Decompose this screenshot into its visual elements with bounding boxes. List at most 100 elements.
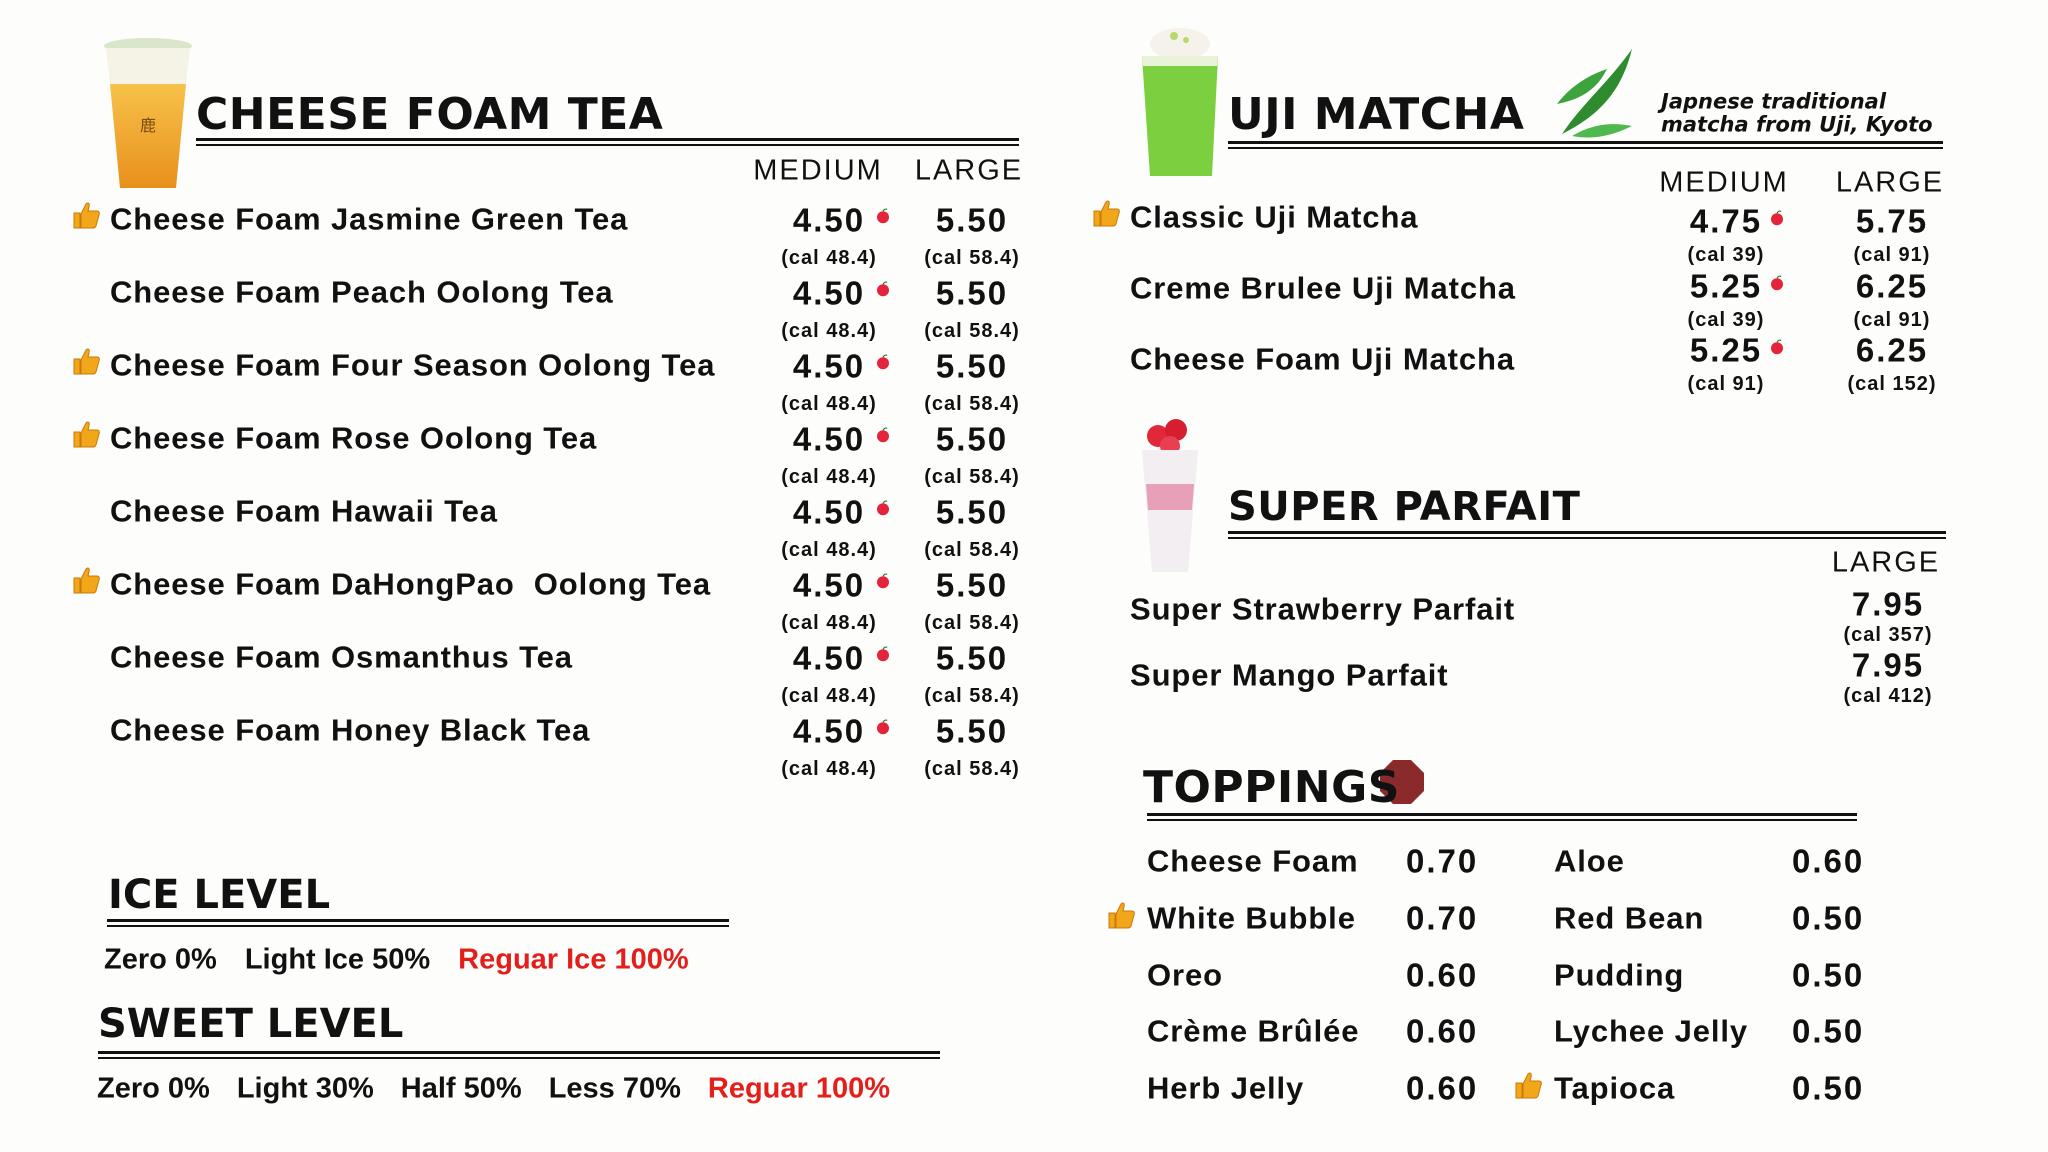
mark-icon-svg — [1771, 274, 1783, 290]
mark-icon-svg — [877, 719, 889, 735]
svg-text:鹿: 鹿 — [140, 117, 156, 135]
topping-name: Crème Brûlée — [1147, 1013, 1360, 1049]
recommended-icon — [1091, 198, 1121, 232]
item-name: Cheese Foam Peach Oolong Tea — [110, 274, 614, 310]
topping-price: 0.60 — [1406, 1012, 1479, 1050]
medium-price: 4.50 — [792, 201, 866, 239]
medium-price: 4.50 — [792, 712, 866, 750]
topping-name: Oreo — [1147, 957, 1223, 993]
note: Japnese traditional — [1661, 89, 1887, 114]
level-option: Zero 0% — [104, 943, 217, 976]
mark-icon — [1768, 338, 1786, 360]
parfait-cup-image — [1142, 419, 1198, 572]
large-price: 5.50 — [935, 274, 1009, 312]
mark-icon — [874, 499, 892, 521]
item-name: Cheese Foam Honey Black Tea — [110, 712, 591, 748]
recommended-icon-svg — [73, 567, 100, 594]
section-title: CHEESE FOAM TEA — [196, 89, 664, 140]
recommended-icon — [1106, 900, 1136, 934]
recommended-icon-svg — [1093, 200, 1120, 227]
large-calories: (cal 412) — [1843, 685, 1933, 707]
medium-price: 5.25 — [1689, 267, 1763, 304]
toppings-icon — [1380, 760, 1424, 804]
mark-icon-svg — [877, 573, 889, 589]
recommended-icon-svg — [1108, 902, 1135, 929]
title-rule — [1228, 141, 1943, 149]
medium-price: 4.75 — [1689, 202, 1763, 240]
column-header: LARGE — [1831, 546, 1941, 579]
large-price: 6.25 — [1855, 331, 1929, 369]
topping-price: 0.70 — [1406, 842, 1479, 880]
mark-icon — [874, 353, 892, 375]
item-name: Cheese Foam Jasmine Green Tea — [110, 201, 629, 237]
mark-icon-svg — [877, 500, 889, 516]
title-rule — [107, 919, 729, 927]
large-price: 5.75 — [1855, 202, 1929, 240]
large-calories: (cal 91) — [1853, 308, 1931, 331]
recommended-icon-svg — [73, 421, 100, 448]
mark-icon-svg — [877, 354, 889, 370]
column-header: LARGE — [914, 154, 1024, 187]
mark-icon-svg — [877, 646, 889, 662]
topping-price: 0.60 — [1406, 1069, 1479, 1107]
recommended-icon — [71, 346, 101, 380]
mark-icon-svg — [877, 427, 889, 443]
large-price: 5.50 — [935, 420, 1009, 458]
topping-price: 0.60 — [1406, 956, 1479, 994]
medium-calories: (cal 48.4) — [781, 393, 877, 415]
medium-price: 5.25 — [1689, 331, 1763, 369]
item-name: Cheese Foam Rose Oolong Tea — [110, 420, 598, 456]
note: matcha from Uji, Kyoto — [1661, 112, 1933, 137]
recommended-icon — [71, 565, 101, 599]
topping-price: 0.50 — [1792, 956, 1865, 994]
topping-price: 0.70 — [1406, 899, 1479, 937]
column-header: LARGE — [1835, 166, 1945, 199]
large-calories: (cal 91) — [1853, 244, 1931, 266]
medium-calories: (cal 48.4) — [781, 539, 877, 561]
ice-options: Zero 0% Light Ice 50% Reguar Ice 100% — [104, 944, 689, 977]
item-name: Cheese Foam Osmanthus Tea — [110, 639, 573, 675]
topping-name: Lychee Jelly — [1554, 1013, 1749, 1049]
medium-calories: (cal 39) — [1687, 244, 1765, 266]
topping-name: Tapioca — [1554, 1070, 1676, 1106]
column-header: MEDIUM — [1659, 166, 1789, 199]
section-title: ICE LEVEL — [108, 872, 331, 918]
title-rule — [196, 138, 1019, 146]
medium-price: 4.50 — [792, 420, 866, 458]
large-price: 5.50 — [935, 712, 1009, 750]
mark-icon — [874, 426, 892, 448]
medium-price: 4.50 — [792, 493, 866, 531]
topping-price: 0.50 — [1792, 1012, 1865, 1050]
topping-price: 0.60 — [1792, 842, 1865, 880]
mark-icon — [874, 572, 892, 594]
medium-calories: (cal 48.4) — [781, 247, 877, 269]
topping-price: 0.50 — [1792, 1069, 1865, 1107]
large-calories: (cal 58.4) — [924, 247, 1020, 269]
recommended-icon — [1513, 1070, 1543, 1104]
large-price: 6.25 — [1855, 267, 1929, 304]
topping-name: Cheese Foam — [1147, 843, 1359, 879]
level-option: Zero 0% — [97, 1072, 210, 1105]
large-price: 5.50 — [935, 493, 1009, 531]
mark-icon — [874, 718, 892, 740]
large-price: 5.50 — [935, 566, 1009, 604]
large-calories: (cal 58.4) — [924, 393, 1020, 415]
item-name: Super Mango Parfait — [1130, 657, 1449, 693]
medium-price: 4.50 — [792, 566, 866, 604]
medium-price: 4.50 — [792, 639, 866, 677]
recommended-icon-svg — [73, 202, 100, 229]
topping-name: Pudding — [1554, 957, 1685, 993]
mark-icon — [874, 280, 892, 302]
mark-icon-svg — [877, 281, 889, 297]
medium-price: 4.50 — [792, 347, 866, 385]
level-option: Half 50% — [400, 1072, 522, 1105]
large-price: 7.95 — [1851, 585, 1925, 623]
section-title: UJI MATCHA — [1228, 89, 1525, 140]
item-name: Classic Uji Matcha — [1130, 199, 1419, 235]
large-calories: (cal 58.4) — [924, 466, 1020, 488]
large-calories: (cal 58.4) — [924, 758, 1020, 780]
medium-calories: (cal 48.4) — [781, 612, 877, 634]
large-calories: (cal 152) — [1847, 373, 1937, 395]
mark-icon — [1768, 274, 1786, 296]
medium-calories: (cal 48.4) — [781, 466, 877, 488]
